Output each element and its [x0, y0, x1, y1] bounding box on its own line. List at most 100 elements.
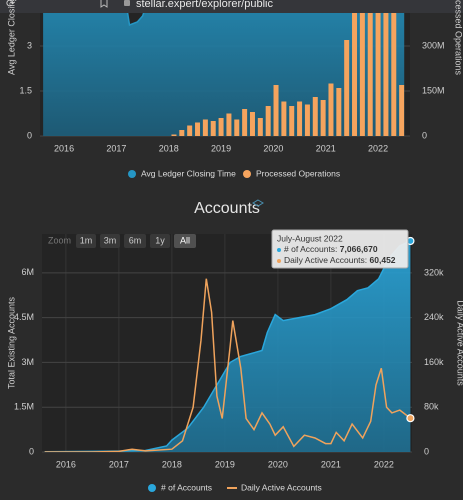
bar: [281, 101, 287, 136]
tooltip-row-label: Daily Active Accounts:: [284, 255, 367, 265]
chart-accounts: 0 1.5M 3M 4.5M 6M 0 80k 160k 240k 320k 2016 2017 201…: [6, 199, 463, 492]
x-tick-label: 2021: [321, 459, 341, 469]
bar: [375, 13, 381, 136]
legend-label[interactable]: # of Accounts: [161, 482, 212, 492]
legend-swatch: [128, 170, 136, 178]
x-tick-label: 2018: [159, 143, 179, 153]
x-tick-label: 2020: [263, 143, 283, 153]
bar: [320, 100, 326, 136]
y-tick-label: 1.5: [19, 85, 32, 95]
bar: [312, 97, 318, 136]
bar: [359, 13, 365, 136]
x-tick-label: 2017: [109, 459, 129, 469]
x-tick-label: 2022: [374, 459, 394, 469]
zoom-button[interactable]: [124, 234, 146, 248]
url[interactable]: stellar.expert/explorer/public: [136, 0, 273, 10]
tooltip-title: July-August 2022: [277, 233, 343, 243]
tooltip-row: # of Accounts: 7,066,670: [284, 244, 378, 254]
reload-icon[interactable]: ⟳: [6, 0, 15, 10]
y-tick-label: 6M: [21, 267, 34, 277]
y2-tick-label: 160k: [424, 357, 444, 367]
browser-bar: [0, 0, 463, 13]
bar: [265, 106, 271, 136]
y-tick-label: 3: [27, 40, 32, 50]
bar: [249, 112, 255, 136]
bar: [391, 13, 397, 136]
y2-tick-label: 0: [422, 130, 427, 140]
y2-tick-label: 320k: [424, 268, 444, 278]
y2-tick-label: 300M: [422, 40, 445, 50]
bar: [297, 101, 303, 136]
y2-tick-label: 0: [424, 446, 429, 456]
bar: [218, 118, 224, 136]
zoom-button[interactable]: [76, 234, 96, 248]
tooltip-dot: [277, 259, 281, 263]
bar: [195, 122, 201, 136]
zoom-button-label[interactable]: 1m: [80, 235, 93, 245]
bar: [226, 113, 232, 136]
line: [44, 278, 411, 452]
chart-operations: 0 1.5 3 0 150M 300M 2016 2017 2018 2019 2020 2021 20…: [6, 0, 463, 178]
zoom-button[interactable]: [174, 234, 196, 248]
x-tick-label: 2019: [211, 143, 231, 153]
area: [43, 13, 405, 136]
y2-axis-title: Daily Active Accounts: [456, 300, 463, 386]
y-tick-label: 3M: [21, 357, 34, 367]
area: [44, 241, 411, 452]
zoom-button-label[interactable]: 1y: [155, 235, 165, 245]
x-tick-label: 2019: [215, 459, 235, 469]
bar: [234, 119, 240, 136]
y-axis-title: Total Existing Accounts: [6, 296, 16, 389]
tooltip-row-value: 60,452: [370, 255, 396, 265]
zoom-button-label[interactable]: 6m: [129, 235, 142, 245]
bar: [304, 104, 310, 136]
y-tick-label: 1.5M: [14, 402, 34, 412]
bar: [273, 85, 279, 136]
bar: [242, 109, 248, 136]
bookmark-icon[interactable]: [100, 0, 108, 8]
hover-marker: [406, 414, 415, 423]
legend-swatch: [148, 484, 156, 492]
bar: [210, 121, 216, 136]
x-tick-label: 2016: [54, 143, 74, 153]
y-axis-title: Avg Ledger Closing Time: [6, 0, 16, 75]
x-tick-label: 2021: [316, 143, 336, 153]
legend-label[interactable]: Processed Operations: [256, 168, 340, 178]
y2-tick-label: 240k: [424, 312, 444, 322]
bar: [171, 134, 177, 136]
legend-swatch: [243, 170, 251, 178]
zoom-button-label[interactable]: 3m: [104, 235, 117, 245]
zoom-label: Zoom: [48, 235, 71, 245]
zoom-button[interactable]: [150, 234, 170, 248]
bar: [202, 119, 208, 136]
bar: [336, 88, 342, 136]
plot: [43, 13, 405, 136]
x-tick-label: 2016: [56, 459, 76, 469]
bar: [344, 40, 350, 136]
x-tick-label: 2017: [106, 143, 126, 153]
plot: [44, 240, 411, 452]
zoom-button-label[interactable]: All: [180, 235, 190, 245]
area-line: [126, 13, 145, 27]
legend-label[interactable]: Daily Active Accounts: [241, 482, 322, 492]
y2-tick-label: 150M: [422, 85, 445, 95]
bar: [179, 130, 185, 136]
y-tick-label: 4.5M: [14, 312, 34, 322]
x-tick-label: 2018: [162, 459, 182, 469]
bar: [399, 85, 405, 136]
x-tick-label: 2022: [368, 143, 388, 153]
tooltip-row-label: # of Accounts:: [284, 244, 337, 254]
y2-axis-title: Processed Operations: [454, 0, 463, 75]
legend-label[interactable]: Avg Ledger Closing Time: [141, 168, 236, 178]
title-icon: [252, 199, 264, 207]
area-line: [44, 240, 411, 452]
y2-tick-label: 80k: [424, 402, 439, 412]
tooltip-box: [271, 229, 409, 269]
chart-title: Accounts: [194, 200, 260, 217]
y-tick-label: 0: [29, 446, 34, 456]
bar: [352, 13, 358, 136]
y-tick-label: 0: [27, 130, 32, 140]
zoom-button[interactable]: [100, 234, 120, 248]
